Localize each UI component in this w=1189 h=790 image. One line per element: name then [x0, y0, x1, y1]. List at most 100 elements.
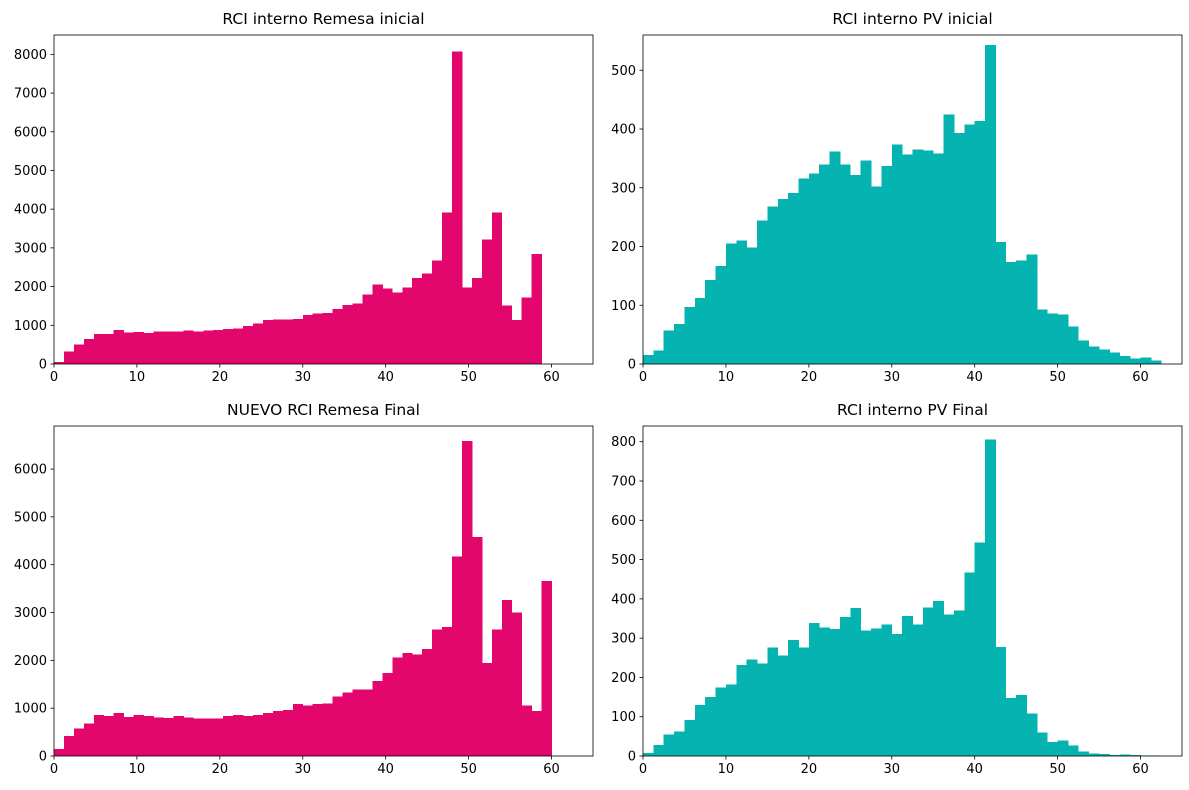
bar [432, 629, 443, 756]
bar [272, 711, 284, 756]
bar [1005, 261, 1017, 364]
bar [93, 333, 105, 364]
bar [1036, 732, 1048, 756]
bar [922, 150, 934, 364]
bar [1109, 754, 1121, 756]
bar [663, 330, 675, 364]
bar [746, 659, 758, 756]
bar [481, 239, 493, 364]
bar [541, 580, 552, 756]
bar [1026, 713, 1038, 756]
x-tick-label: 0 [639, 762, 647, 777]
bar [1016, 260, 1027, 364]
bar [725, 684, 737, 756]
bar [461, 440, 473, 756]
bar [452, 51, 463, 364]
bar [511, 612, 523, 756]
x-tick-label: 20 [212, 762, 229, 777]
histogram-bars [54, 51, 542, 364]
chart-title: RCI interno PV inicial [832, 10, 992, 28]
y-tick-label: 300 [611, 632, 636, 647]
bar [193, 718, 204, 756]
bar [521, 297, 533, 364]
bar [422, 273, 433, 364]
bar [243, 326, 254, 364]
y-tick-label: 100 [611, 299, 636, 314]
x-tick-label: 40 [966, 762, 983, 777]
bar [839, 616, 851, 756]
bar [233, 714, 244, 756]
bar [282, 710, 294, 756]
axes-frame [642, 425, 1183, 757]
chart-title: RCI interno Remesa inicial [222, 10, 424, 28]
bar [767, 206, 779, 364]
bar [501, 600, 513, 756]
bar [103, 715, 115, 756]
bar [123, 332, 135, 364]
x-tick-label: 50 [1049, 370, 1066, 385]
bar [481, 663, 493, 756]
bar [292, 319, 304, 364]
bar [322, 703, 334, 756]
bar [891, 634, 903, 756]
bar [891, 144, 903, 364]
bar [143, 333, 154, 364]
bar [736, 664, 748, 756]
bar [392, 292, 403, 364]
x-tick-label: 40 [377, 370, 394, 385]
axes-frame [53, 425, 594, 757]
bar [392, 657, 403, 756]
bar [471, 278, 483, 364]
bar [223, 329, 234, 364]
bar [382, 672, 393, 756]
bar [871, 628, 882, 756]
bar [1016, 695, 1027, 756]
bar [1078, 340, 1090, 364]
bar [788, 193, 799, 364]
bar [881, 166, 893, 364]
bar [684, 719, 696, 756]
bar [902, 616, 913, 756]
bar [412, 654, 423, 756]
bar [964, 572, 976, 756]
x-tick-label: 60 [1132, 762, 1149, 777]
bar [736, 240, 748, 364]
y-tick-label: 1000 [14, 702, 47, 717]
y-tick-label: 4000 [14, 203, 47, 218]
bar [974, 120, 986, 365]
x-tick-label: 10 [129, 370, 146, 385]
bar [452, 556, 463, 756]
bar [684, 307, 696, 364]
x-tick-label: 0 [50, 370, 58, 385]
bar [777, 655, 789, 756]
axes-frame [642, 34, 1183, 365]
x-tick-label: 40 [377, 762, 394, 777]
y-tick-label: 4000 [14, 558, 47, 573]
y-tick-label: 3000 [14, 241, 47, 256]
bar [183, 717, 194, 756]
y-tick-label: 100 [611, 710, 636, 725]
bar [213, 329, 224, 364]
bar [1036, 309, 1048, 364]
bar [253, 323, 264, 364]
bar [511, 319, 523, 364]
bar [943, 614, 955, 756]
y-tick-label: 7000 [14, 87, 47, 102]
bar [113, 712, 125, 756]
bar [715, 265, 727, 364]
bar [995, 647, 1007, 756]
x-tick-label: 30 [294, 370, 311, 385]
bar [63, 735, 75, 756]
bar [422, 648, 433, 756]
bar [1130, 358, 1141, 364]
bar [1067, 745, 1079, 756]
bar [442, 626, 453, 756]
bar [54, 748, 65, 756]
bar [302, 705, 314, 756]
bar [912, 149, 924, 364]
bar [1099, 349, 1110, 364]
x-tick-label: 30 [294, 762, 311, 777]
x-tick-label: 50 [460, 370, 477, 385]
bar [1026, 254, 1038, 364]
bar [974, 542, 986, 756]
